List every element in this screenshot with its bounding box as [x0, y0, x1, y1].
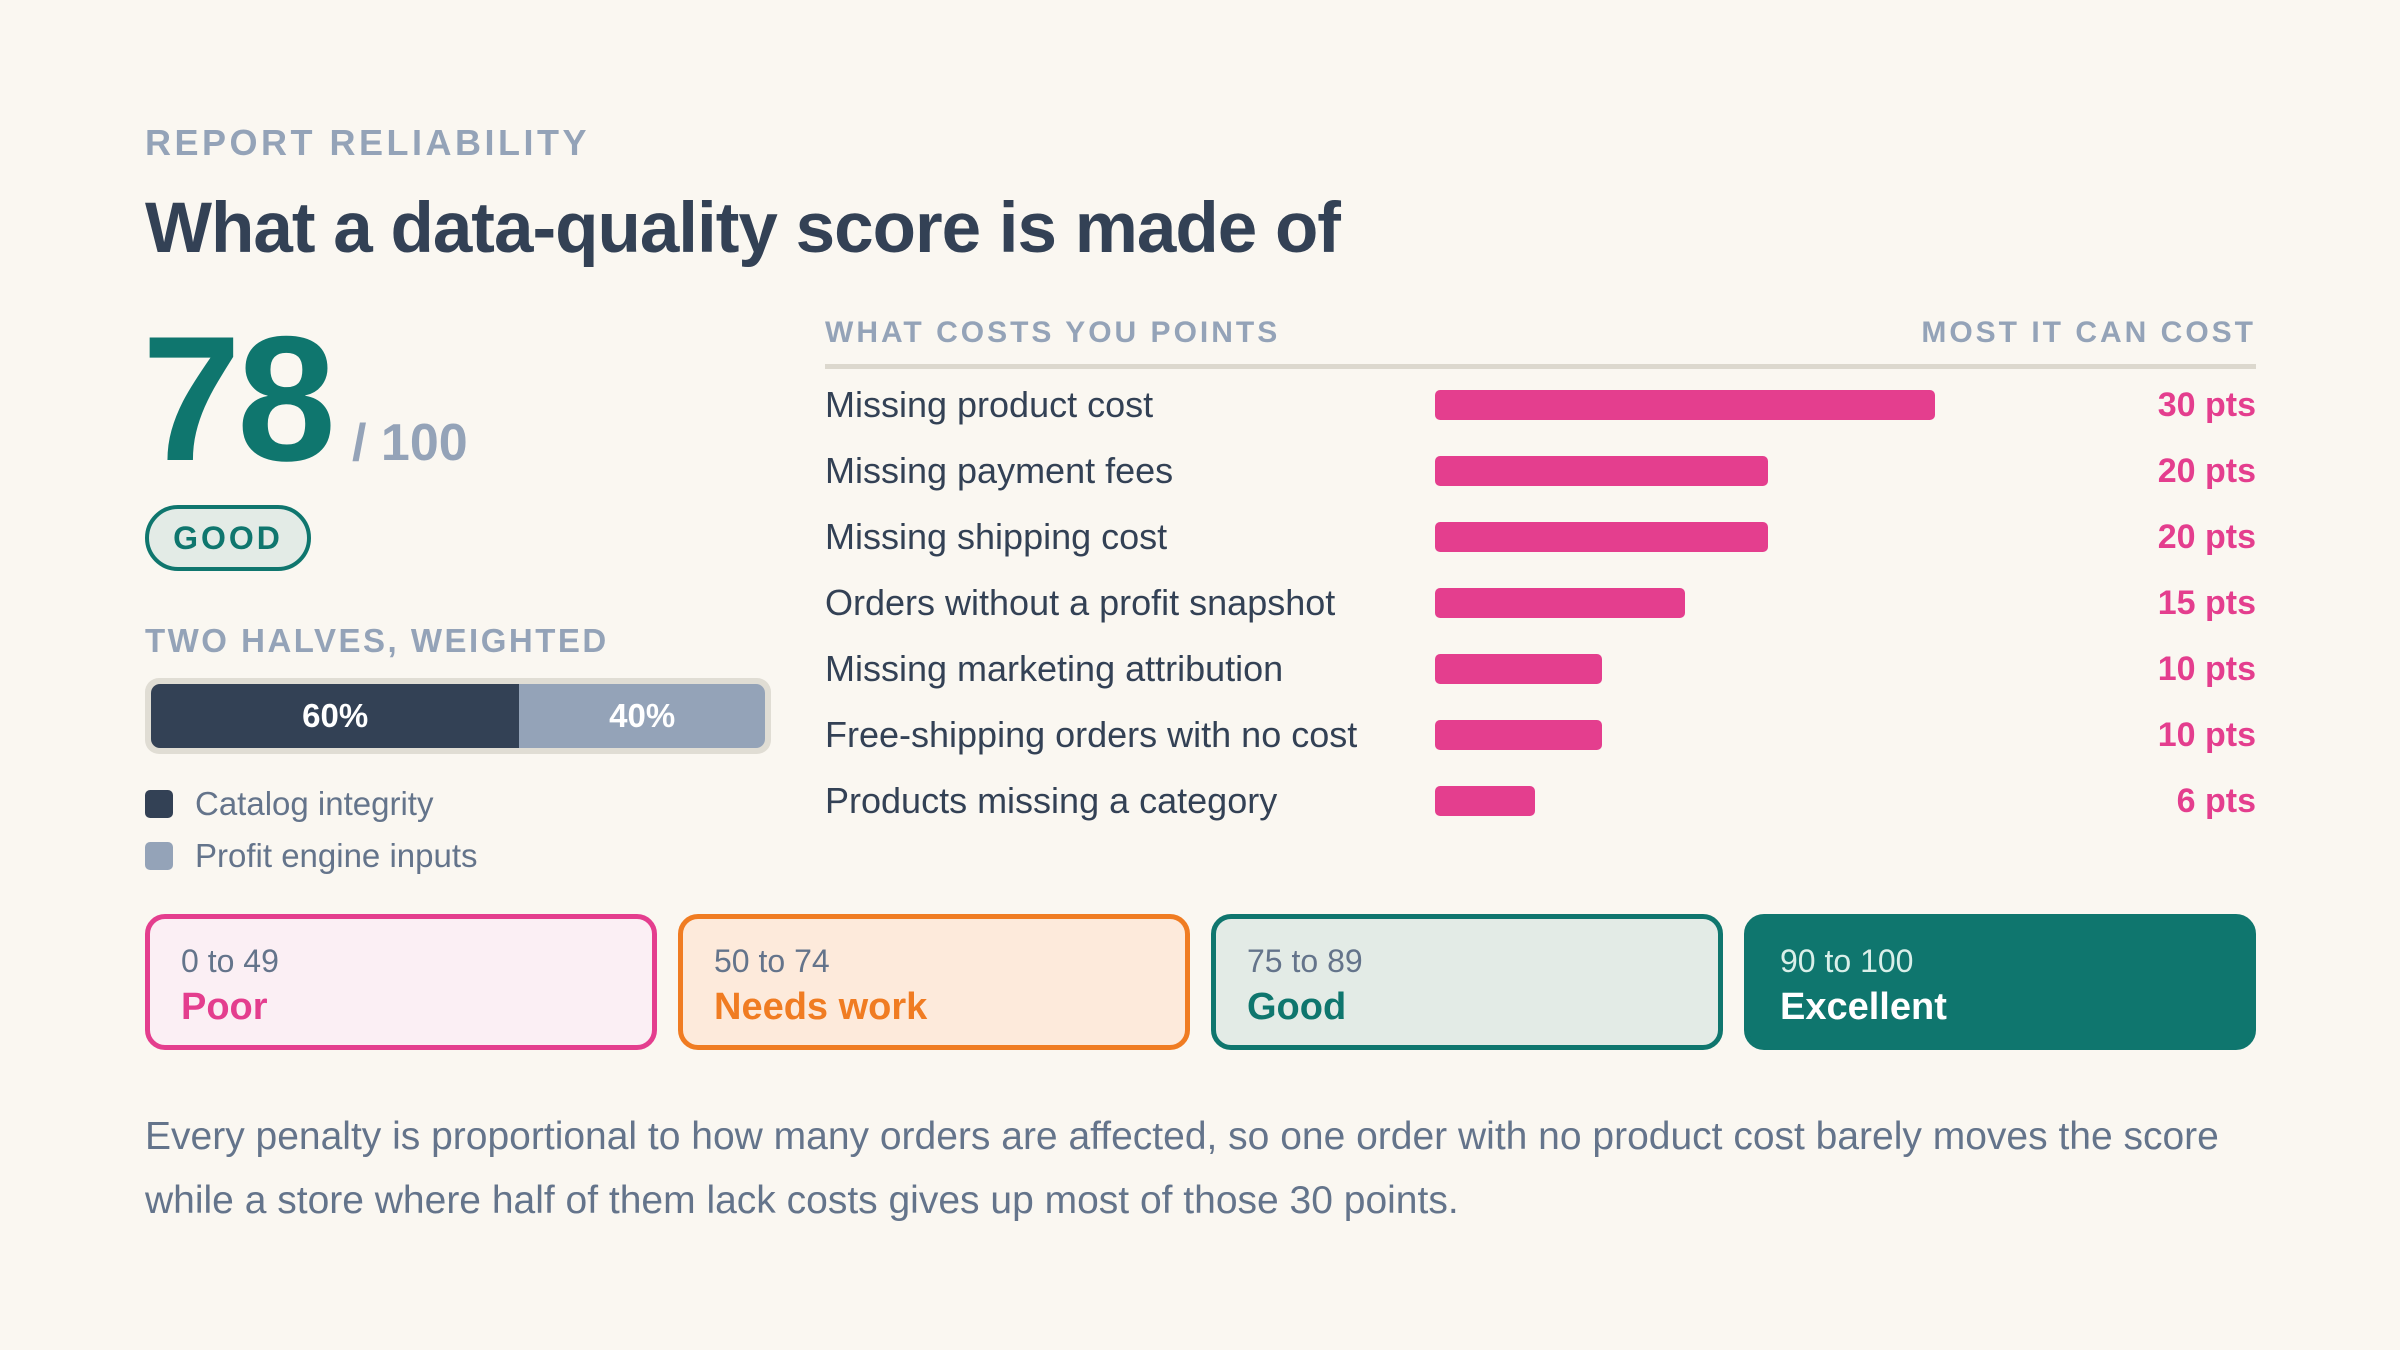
- bar-track: [1435, 786, 2035, 816]
- bar-value-label: 6 pts: [2176, 782, 2256, 820]
- bar: [1435, 390, 1935, 420]
- split-bar: 60% 40%: [145, 678, 771, 754]
- bar-row: Missing payment fees 20 pts: [825, 438, 2256, 504]
- band-poor: 0 to 49 Poor: [145, 914, 657, 1050]
- bar-row: Products missing a category 6 pts: [825, 768, 2256, 834]
- bar-track: [1435, 522, 2035, 552]
- band-name: Excellent: [1780, 986, 1947, 1028]
- bar-track: [1435, 720, 2035, 750]
- band-excellent: 90 to 100 Excellent: [1744, 914, 2256, 1050]
- score-bands: 0 to 49 Poor 50 to 74 Needs work 75 to 8…: [145, 914, 2256, 1050]
- bar-label: Missing payment fees: [825, 450, 1174, 491]
- bar: [1435, 786, 1535, 816]
- bar-row: Missing marketing attribution 10 pts: [825, 636, 2256, 702]
- bar-value-label: 10 pts: [2157, 716, 2256, 754]
- chart-header: WHAT COSTS YOU POINTS MOST IT CAN COST: [825, 316, 2256, 350]
- bar-label: Products missing a category: [825, 780, 1278, 821]
- score-display: 78 / 100: [142, 310, 468, 488]
- bar-value-label: 10 pts: [2157, 650, 2256, 688]
- bar-track: [1435, 456, 2035, 486]
- score-value: 78: [142, 299, 336, 498]
- legend-item-profit: Profit engine inputs: [145, 830, 478, 882]
- footnote: Every penalty is proportional to how man…: [145, 1115, 2219, 1222]
- score-max: / 100: [352, 414, 468, 472]
- bar-value-label: 20 pts: [2157, 518, 2256, 556]
- bar-value-label: 15 pts: [2157, 584, 2256, 622]
- bar-value-label: 20 pts: [2157, 452, 2256, 490]
- eyebrow-label: REPORT RELIABILITY: [145, 122, 591, 163]
- bar-label: Free-shipping orders with no cost: [825, 714, 1358, 755]
- bar: [1435, 522, 1768, 552]
- penalty-bar-chart: Missing product cost 30 pts Missing paymen…: [825, 372, 2256, 834]
- legend-swatch-profit: [145, 842, 173, 870]
- bar-track: [1435, 390, 2035, 420]
- bar: [1435, 588, 1685, 618]
- bar-label: Orders without a profit snapshot: [825, 582, 1336, 623]
- band-name: Poor: [181, 986, 268, 1028]
- split-label: TWO HALVES, WEIGHTED: [145, 622, 609, 659]
- chart-header-left: WHAT COSTS YOU POINTS: [825, 316, 1281, 349]
- legend-label-catalog: Catalog integrity: [195, 785, 434, 822]
- bar-row: Orders without a profit snapshot 15 pts: [825, 570, 2256, 636]
- band-name: Needs work: [714, 986, 928, 1028]
- legend-item-catalog: Catalog integrity: [145, 778, 478, 830]
- bar-label: Missing shipping cost: [825, 516, 1168, 557]
- band-range: 75 to 89: [1247, 943, 1363, 979]
- chart-divider: [825, 364, 2256, 369]
- band-range: 0 to 49: [181, 943, 279, 979]
- bar-track: [1435, 588, 2035, 618]
- bar-label: Missing marketing attribution: [825, 648, 1284, 689]
- bar: [1435, 654, 1602, 684]
- page-title: What a data-quality score is made of: [145, 189, 1341, 268]
- band-range: 50 to 74: [714, 943, 830, 979]
- split-legend: Catalog integrity Profit engine inputs: [145, 778, 478, 882]
- bar: [1435, 720, 1602, 750]
- bar: [1435, 456, 1768, 486]
- chart-header-right: MOST IT CAN COST: [1921, 316, 2256, 349]
- band-name: Good: [1247, 986, 1347, 1028]
- bar-row: Missing shipping cost 20 pts: [825, 504, 2256, 570]
- band-needs-work: 50 to 74 Needs work: [678, 914, 1190, 1050]
- bar-row: Missing product cost 30 pts: [825, 372, 2256, 438]
- split-segment-profit: 40%: [519, 684, 765, 748]
- rating-badge: GOOD: [145, 505, 311, 571]
- legend-label-profit: Profit engine inputs: [195, 837, 478, 874]
- band-range: 90 to 100: [1780, 943, 1914, 979]
- bar-value-label: 30 pts: [2157, 386, 2256, 424]
- legend-swatch-catalog: [145, 790, 173, 818]
- bar-track: [1435, 654, 2035, 684]
- band-good: 75 to 89 Good: [1211, 914, 1723, 1050]
- split-segment-catalog: 60%: [151, 684, 520, 748]
- bar-row: Free-shipping orders with no cost 10 pts: [825, 702, 2256, 768]
- bar-label: Missing product cost: [825, 384, 1154, 425]
